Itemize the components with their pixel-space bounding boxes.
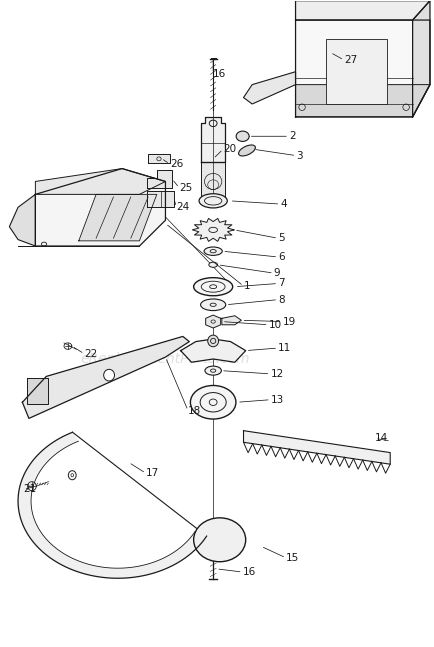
Text: 25: 25 — [179, 183, 192, 193]
Polygon shape — [295, 20, 429, 117]
Text: 17: 17 — [146, 468, 159, 478]
Polygon shape — [295, 1, 429, 20]
Text: 20: 20 — [223, 144, 236, 154]
Ellipse shape — [236, 131, 249, 142]
Text: 24: 24 — [176, 203, 189, 212]
Polygon shape — [35, 169, 165, 246]
Ellipse shape — [68, 471, 76, 479]
Text: 18: 18 — [187, 406, 201, 415]
Text: 26: 26 — [169, 159, 183, 169]
Polygon shape — [147, 170, 171, 188]
Text: 13: 13 — [270, 395, 283, 404]
Polygon shape — [205, 315, 220, 328]
Polygon shape — [221, 316, 241, 325]
Text: 5: 5 — [278, 234, 284, 243]
Text: 7: 7 — [278, 278, 284, 289]
Text: 15: 15 — [285, 553, 299, 563]
Polygon shape — [148, 155, 169, 164]
Polygon shape — [147, 191, 174, 207]
Text: eReplacementParts.com: eReplacementParts.com — [81, 352, 250, 366]
Text: 10: 10 — [268, 320, 281, 330]
Ellipse shape — [199, 193, 227, 208]
Polygon shape — [79, 194, 156, 241]
Ellipse shape — [193, 518, 245, 562]
Polygon shape — [18, 432, 206, 578]
Ellipse shape — [238, 145, 255, 156]
Polygon shape — [192, 219, 233, 241]
Polygon shape — [22, 336, 189, 419]
Ellipse shape — [103, 369, 114, 381]
Bar — [325, 39, 386, 104]
Text: 4: 4 — [280, 199, 286, 209]
Polygon shape — [35, 169, 165, 194]
Text: 27: 27 — [343, 55, 357, 65]
Text: 3: 3 — [296, 151, 302, 160]
Text: 8: 8 — [278, 294, 284, 305]
Ellipse shape — [204, 247, 222, 256]
Text: 19: 19 — [282, 316, 295, 327]
Polygon shape — [243, 72, 295, 104]
Ellipse shape — [190, 386, 235, 419]
Polygon shape — [201, 117, 225, 162]
Polygon shape — [295, 85, 429, 117]
Polygon shape — [26, 378, 48, 404]
Text: 22: 22 — [84, 349, 97, 359]
Ellipse shape — [208, 262, 217, 267]
Text: 16: 16 — [242, 567, 255, 577]
Ellipse shape — [207, 335, 218, 347]
Text: 9: 9 — [273, 268, 280, 278]
Text: 1: 1 — [243, 281, 250, 291]
Ellipse shape — [193, 278, 232, 296]
Polygon shape — [10, 194, 35, 246]
Polygon shape — [243, 431, 389, 464]
Polygon shape — [180, 339, 245, 362]
Polygon shape — [412, 1, 429, 117]
Text: 2: 2 — [288, 131, 295, 141]
Polygon shape — [201, 162, 225, 201]
Text: 21: 21 — [23, 485, 37, 494]
Text: 12: 12 — [270, 369, 283, 379]
Ellipse shape — [200, 299, 225, 311]
Text: 16: 16 — [213, 69, 226, 79]
Ellipse shape — [204, 366, 221, 375]
Text: 11: 11 — [278, 343, 291, 353]
Text: 14: 14 — [374, 433, 387, 443]
Text: 6: 6 — [278, 252, 284, 262]
